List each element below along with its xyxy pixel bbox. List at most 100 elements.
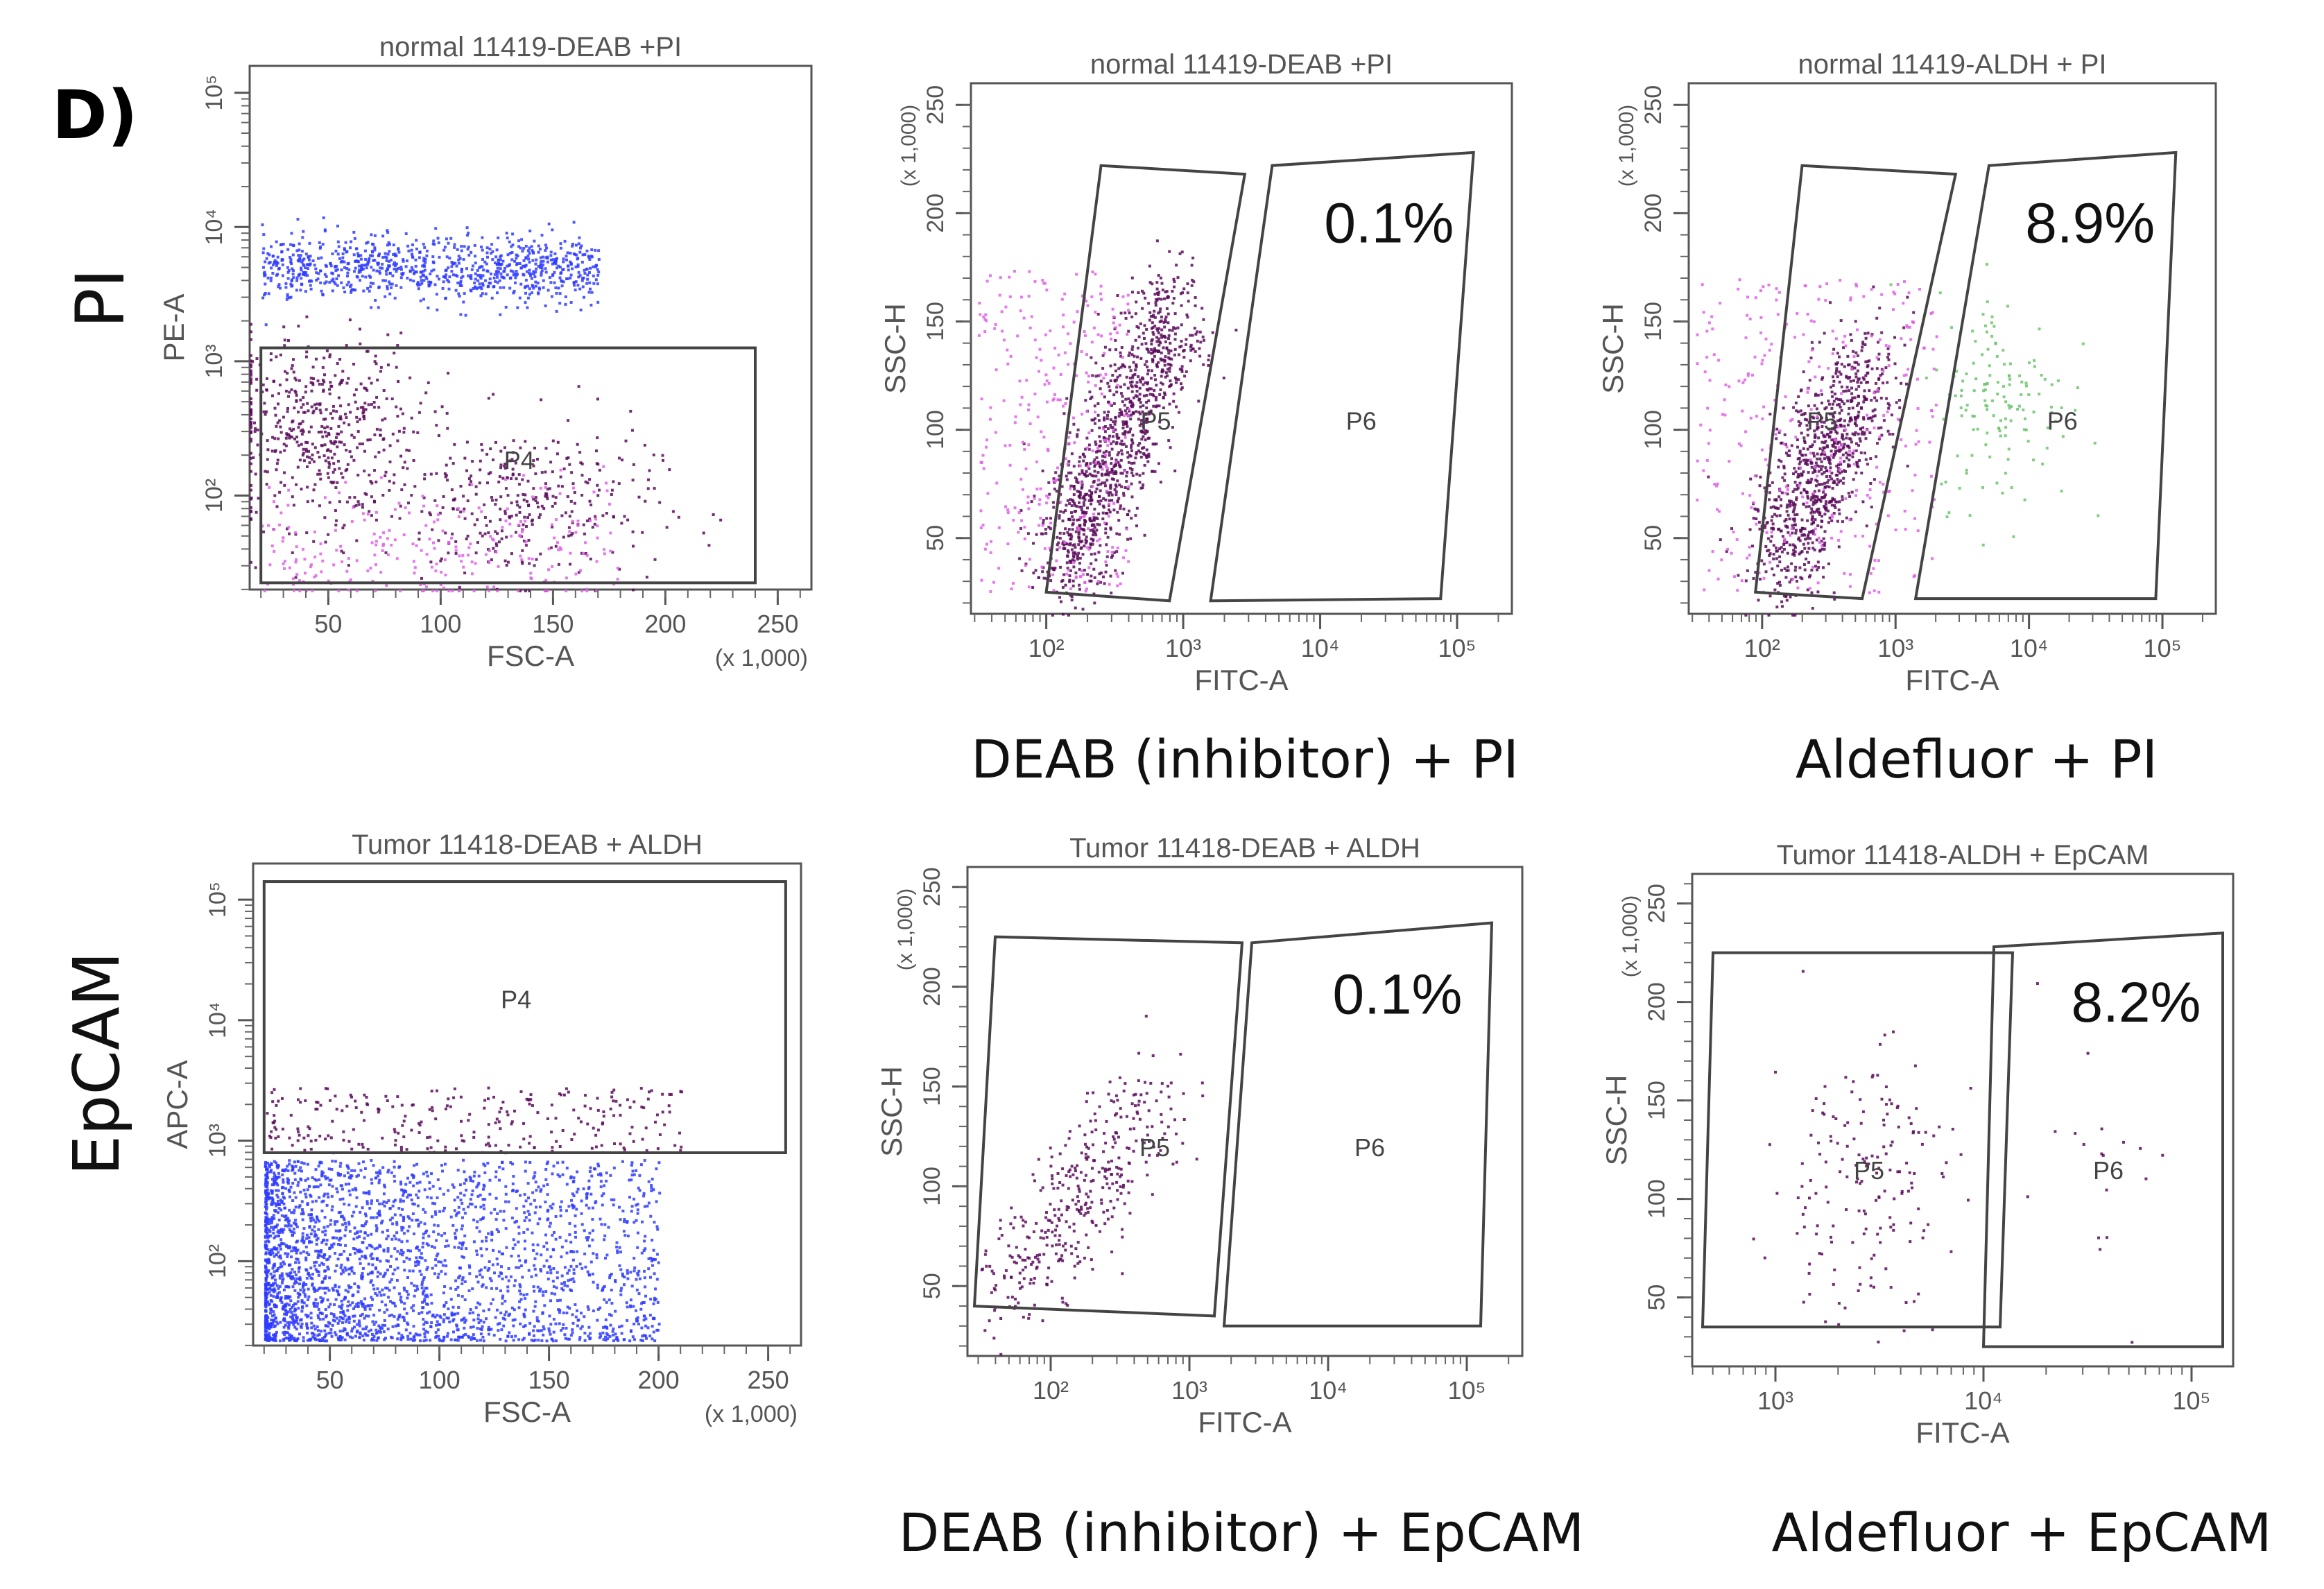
event-dot: [1138, 442, 1142, 445]
event-dot: [372, 406, 376, 409]
event-dot: [535, 558, 538, 561]
event-dot: [1145, 431, 1148, 433]
event-dot: [1706, 406, 1710, 410]
event-dot: [284, 282, 288, 285]
event-dot: [305, 263, 309, 266]
event-dot: [466, 234, 469, 237]
event-dot: [513, 259, 517, 263]
event-dot: [1114, 460, 1118, 463]
event-dot: [549, 546, 553, 549]
event-dot: [620, 522, 623, 525]
event-dot: [1129, 369, 1133, 372]
event-dot: [325, 449, 329, 452]
event-dot: [362, 289, 365, 293]
event-dot: [1118, 465, 1121, 468]
event-dot: [1142, 404, 1145, 407]
event-dot: [1118, 533, 1121, 536]
event-dot: [275, 261, 278, 265]
event-dot: [1089, 542, 1092, 546]
event-dot: [379, 366, 383, 369]
event-dot: [1844, 428, 1848, 431]
event-dot: [294, 391, 298, 394]
event-dot: [1788, 581, 1791, 584]
event-dot: [1041, 532, 1044, 535]
event-dot: [612, 515, 615, 519]
event-dot: [1784, 491, 1787, 495]
event-dot: [1815, 407, 1818, 411]
event-dot: [455, 264, 458, 268]
event-dot: [1069, 487, 1072, 490]
event-dot: [1972, 361, 1975, 365]
event-dot: [1120, 449, 1124, 452]
event-dot: [377, 451, 381, 454]
event-dot: [1129, 537, 1133, 540]
event-dot: [1119, 507, 1122, 510]
event-dot: [979, 526, 983, 529]
event-dot: [1832, 347, 1836, 351]
event-dot: [1786, 551, 1789, 555]
event-dot: [1805, 557, 1808, 560]
event-dot: [1765, 531, 1768, 534]
event-dot: [1046, 447, 1049, 451]
event-dot: [466, 248, 470, 251]
event-dot: [668, 468, 671, 472]
event-dot: [304, 266, 307, 270]
event-dot: [1164, 318, 1167, 321]
event-dot: [460, 276, 463, 280]
event-dot: [1798, 452, 1802, 455]
event-dot: [1135, 410, 1138, 413]
event-dot: [1083, 473, 1086, 476]
event-dot: [301, 236, 304, 239]
event-dot: [578, 287, 582, 291]
event-dot: [439, 559, 442, 562]
event-dot: [370, 403, 373, 406]
event-dot: [336, 481, 339, 484]
event-dot: [471, 572, 474, 576]
event-dot: [1848, 389, 1851, 393]
event-dot: [1822, 490, 1825, 494]
event-dot: [1067, 533, 1071, 536]
event-dot: [1935, 368, 1938, 372]
event-dot: [540, 273, 543, 277]
event-dot: [290, 232, 293, 235]
event-dot: [1159, 481, 1162, 484]
event-dot: [429, 513, 432, 517]
event-dot: [273, 550, 276, 553]
event-dot: [538, 248, 542, 251]
event-dot: [1081, 413, 1084, 416]
event-dot: [1068, 431, 1071, 434]
event-dot: [2007, 404, 2011, 407]
event-dot: [1109, 332, 1112, 336]
event-dot: [596, 268, 599, 271]
event-dot: [995, 368, 998, 372]
event-dot: [1994, 341, 1997, 345]
event-dot: [1105, 522, 1108, 526]
event-dot: [1148, 311, 1152, 314]
event-dot: [580, 244, 583, 248]
event-dot: [470, 560, 474, 564]
event-dot: [280, 258, 284, 261]
event-dot: [2008, 362, 2012, 366]
event-dot: [1931, 347, 1935, 351]
event-dot: [1062, 313, 1065, 317]
event-dot: [454, 540, 458, 543]
event-dot: [429, 273, 432, 275]
event-dot: [1816, 508, 1819, 511]
event-dot: [572, 221, 576, 224]
event-dot: [1147, 436, 1151, 440]
event-dot: [1103, 395, 1106, 399]
event-dot: [328, 392, 332, 395]
event-dot: [370, 541, 374, 544]
event-dot: [1189, 359, 1192, 363]
event-dot: [1847, 465, 1850, 468]
event-dot: [384, 474, 387, 477]
event-dot: [1171, 302, 1175, 305]
event-dot: [1194, 332, 1198, 336]
event-dot: [430, 269, 433, 273]
event-dot: [282, 443, 286, 446]
event-dot: [292, 504, 295, 507]
event-dot: [476, 273, 479, 277]
event-dot: [1128, 509, 1130, 513]
event-dot: [381, 279, 385, 282]
event-dot: [532, 497, 535, 501]
